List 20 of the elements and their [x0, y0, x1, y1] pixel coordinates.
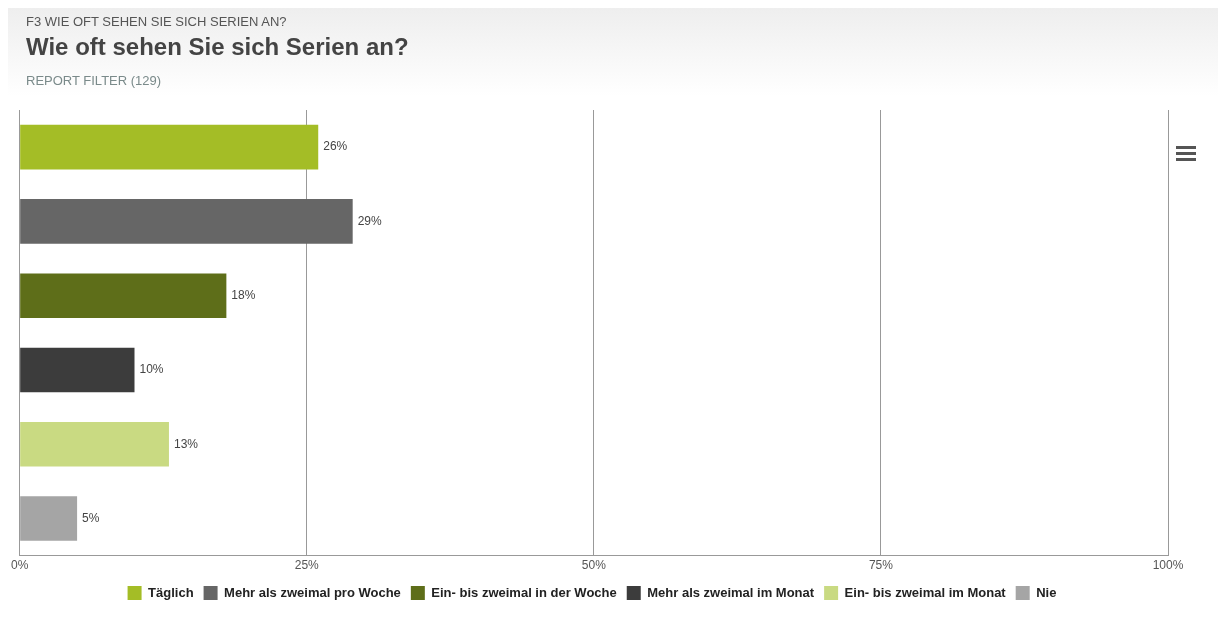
text: F3 WIE OFT SEHEN SIE SICH SERIEN AN?	[26, 14, 288, 29]
data-label: 18%	[231, 287, 256, 302]
chart-title: Wie oft sehen Sie sich Serien an?	[26, 33, 410, 61]
legend-label: Mehr als zweimal im Monat	[647, 584, 815, 600]
legend-label: Nie	[1036, 584, 1057, 600]
data-label: 26%	[323, 139, 348, 154]
x-tick-label: 100%	[1152, 558, 1184, 573]
legend-label: Ein- bis zweimal in der Woche	[431, 584, 617, 600]
data-label: 29%	[357, 213, 383, 228]
data-label: 5%	[82, 510, 100, 525]
legend-label: Mehr als zweimal pro Woche	[224, 584, 401, 600]
data-label: 13%	[173, 436, 199, 451]
data-label: 10%	[139, 362, 164, 377]
x-tick-label: 50%	[581, 558, 607, 573]
x-tick-label: 0%	[11, 558, 29, 573]
legend-label: Täglich	[148, 584, 194, 600]
x-tick-label: 75%	[868, 558, 894, 573]
chart-subtitle: REPORT FILTER (129)	[26, 73, 163, 88]
legend-label: Ein- bis zweimal im Monat	[844, 584, 1007, 600]
x-tick-label: 25%	[294, 558, 320, 573]
